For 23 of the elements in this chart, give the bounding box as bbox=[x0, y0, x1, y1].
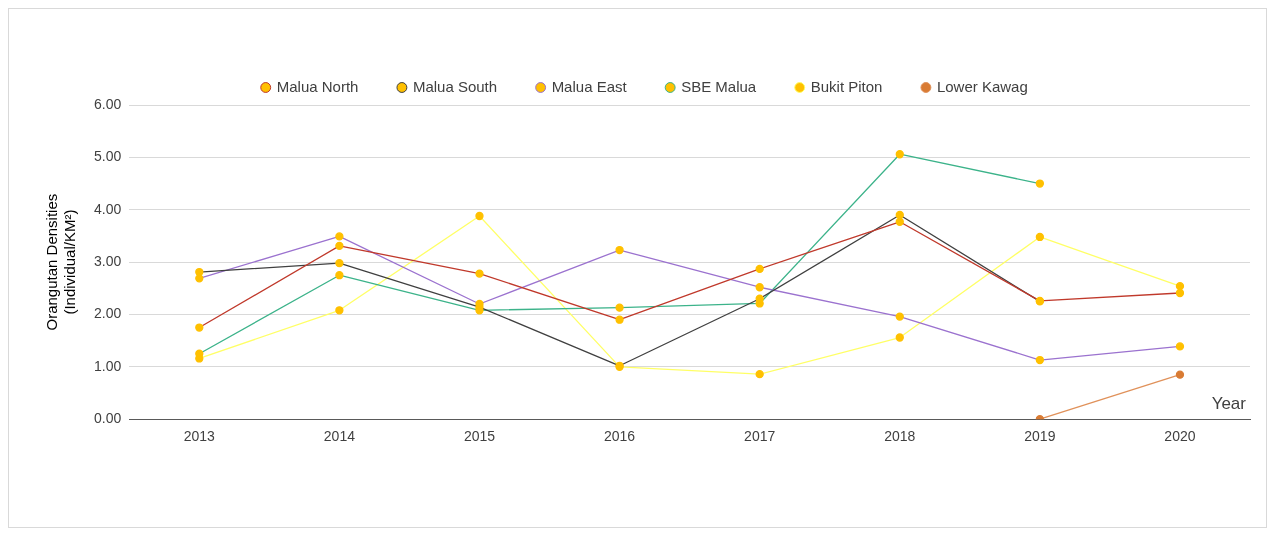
y-tick-label: 4.00 bbox=[94, 200, 122, 217]
y-tick-label: 3.00 bbox=[94, 252, 122, 269]
x-tick-label: 2020 bbox=[1164, 428, 1196, 445]
x-tick-label: 2019 bbox=[1024, 428, 1056, 445]
legend-label: SBE Malua bbox=[681, 77, 757, 95]
legend-label: Malua East bbox=[551, 77, 628, 95]
legend-label: Lower Kawag bbox=[936, 77, 1028, 95]
y-tick-label: 2.00 bbox=[94, 305, 122, 322]
y-axis-title: Orangutan Densities (Individual/KM²) bbox=[43, 193, 79, 331]
y-tick-label: 6.00 bbox=[94, 95, 122, 112]
x-tick-label: 2017 bbox=[744, 428, 776, 445]
legend-label: Malua North bbox=[276, 77, 359, 95]
x-axis-title: Year bbox=[1211, 394, 1247, 414]
y-tick-label: 1.00 bbox=[94, 357, 122, 374]
x-tick-label: 2015 bbox=[463, 428, 496, 445]
x-tick-label: 2018 bbox=[884, 428, 916, 445]
x-tick-label: 2016 bbox=[604, 428, 636, 445]
x-tick-label: 2013 bbox=[183, 428, 216, 445]
x-tick-label: 2014 bbox=[323, 428, 356, 445]
y-tick-label: 5.00 bbox=[94, 148, 122, 165]
legend-label: Bukit Piton bbox=[810, 77, 883, 95]
legend-label: Malua South bbox=[412, 77, 498, 95]
y-tick-label: 0.00 bbox=[94, 410, 122, 427]
